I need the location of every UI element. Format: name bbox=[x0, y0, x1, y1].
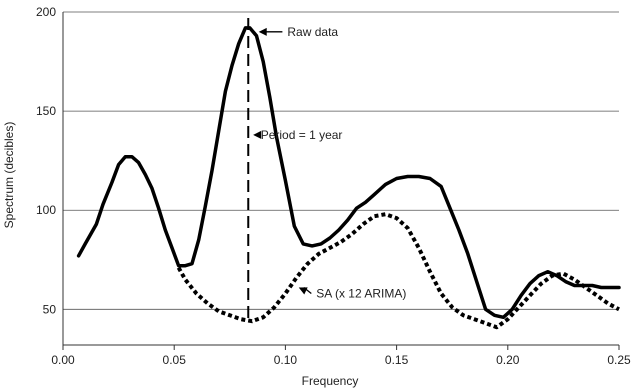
gridlines bbox=[63, 11, 619, 310]
raw-data-line bbox=[76, 26, 621, 320]
y-tick-label-150: 150 bbox=[36, 104, 56, 118]
arrowhead-icon bbox=[258, 27, 267, 36]
arrowhead-icon bbox=[253, 130, 262, 139]
y-axis-title: Spectrum (decibles) bbox=[2, 122, 16, 229]
y-tick-label-200: 200 bbox=[36, 5, 56, 19]
y-tick-label-50: 50 bbox=[43, 302, 57, 316]
annotation-2: SA (x 12 ARIMA) bbox=[298, 286, 406, 300]
x-tick-label-0.05: 0.05 bbox=[163, 353, 187, 367]
x-tick-label-0.25: 0.25 bbox=[607, 353, 631, 367]
annotation-label: SA (x 12 ARIMA) bbox=[316, 286, 406, 300]
x-tick-label-0.15: 0.15 bbox=[385, 353, 409, 367]
arrowhead-icon bbox=[298, 287, 308, 295]
sa-arima-line bbox=[176, 212, 620, 330]
annotation-label: Period = 1 year bbox=[261, 128, 343, 142]
annotation-label: Raw data bbox=[287, 25, 338, 39]
x-tick-label-0.20: 0.20 bbox=[496, 353, 520, 367]
x-axis-title: Frequency bbox=[302, 374, 359, 388]
annotations: Raw data Period = 1 year SA (x 12 ARIMA) bbox=[253, 25, 406, 300]
annotation-0: Raw data bbox=[258, 25, 338, 39]
y-tick-label-100: 100 bbox=[36, 203, 56, 217]
annotation-1: Period = 1 year bbox=[253, 128, 342, 142]
axes: 50 100 150 200 0.00 0.05 0.10 0.15 0.20 0.25 bbox=[36, 5, 631, 367]
series-group bbox=[76, 26, 621, 330]
x-tick-label-0.10: 0.10 bbox=[274, 353, 298, 367]
x-tick-label-0.00: 0.00 bbox=[51, 353, 75, 367]
